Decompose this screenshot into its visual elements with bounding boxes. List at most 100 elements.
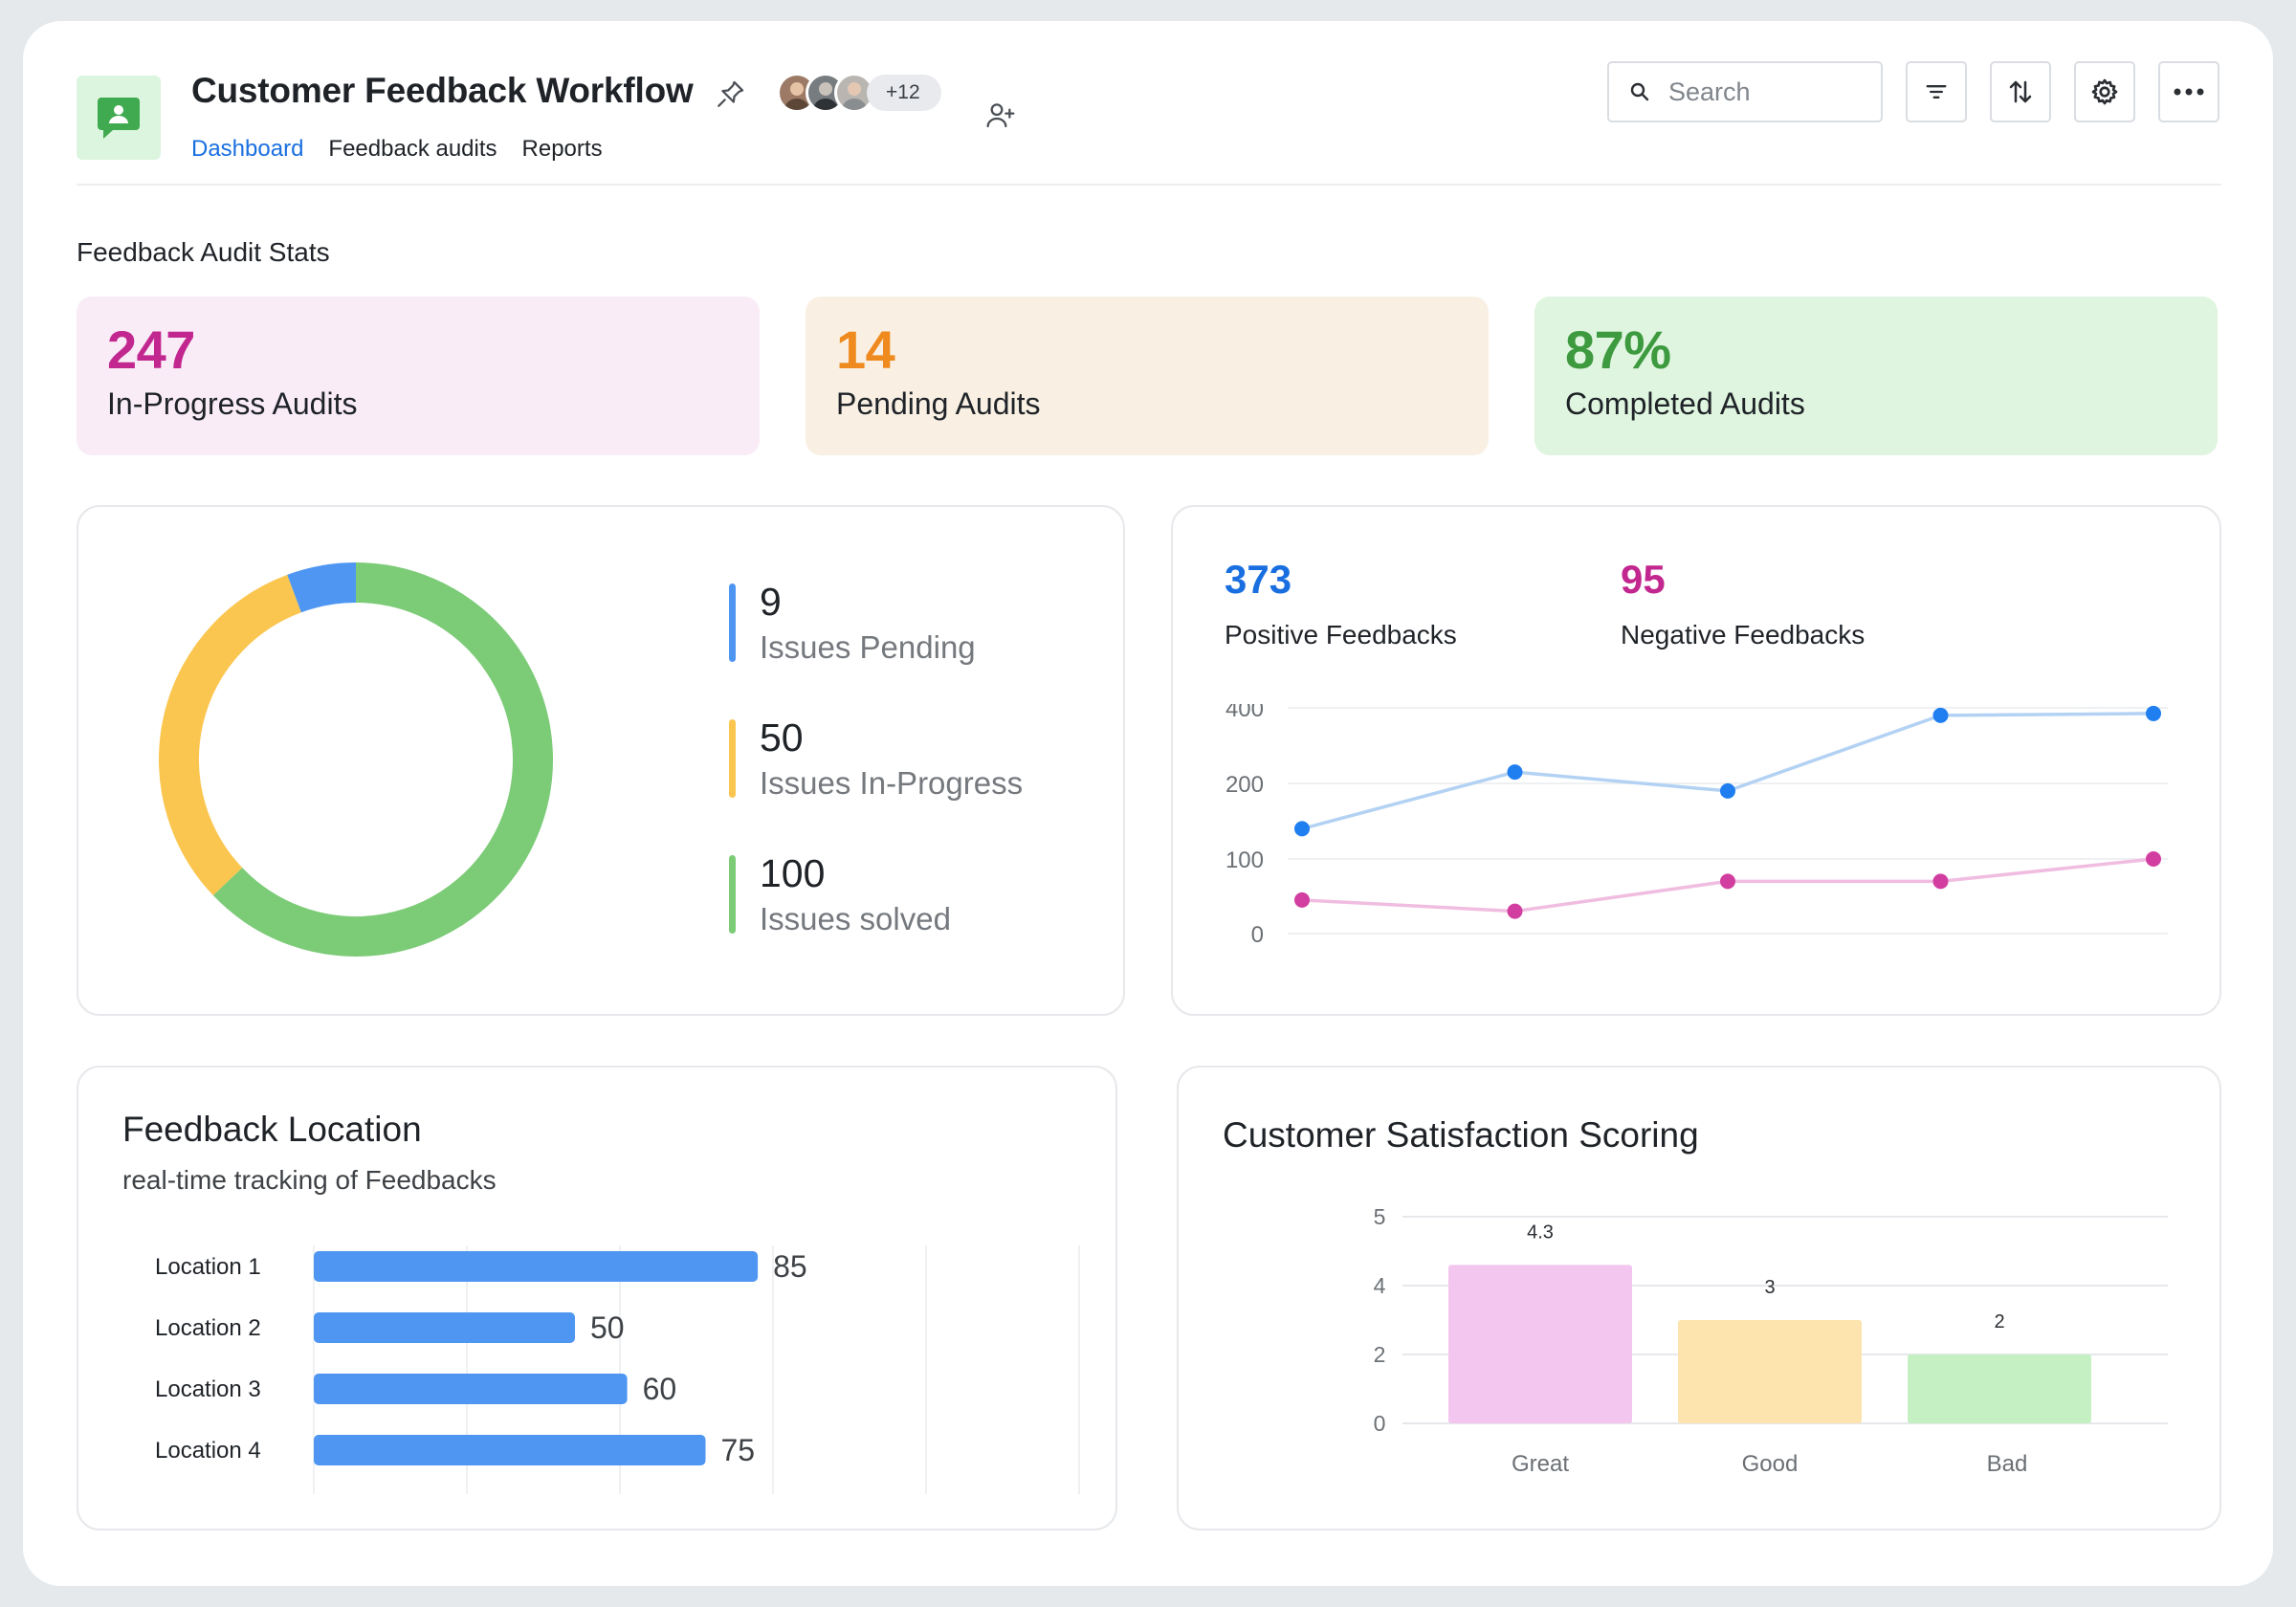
sort-icon [2009, 80, 2032, 103]
data-point [1932, 873, 1949, 890]
issues-panel: 9 Issues Pending 50 Issues In-Progress 1… [77, 505, 1125, 1016]
data-point [1932, 707, 1949, 723]
data-point [1507, 764, 1523, 781]
data-label: 3 [1764, 1277, 1775, 1298]
series-line [1301, 712, 2154, 831]
data-label: 4.3 [1527, 1222, 1554, 1243]
collaborator-avatars[interactable]: +12 [777, 73, 941, 113]
location-bar-chart: Location 1 85 Location 2 50 Location 3 60 Loca… [155, 1245, 1080, 1494]
data-point [1294, 892, 1310, 908]
data-point [2146, 851, 2161, 867]
bar [1678, 1320, 1862, 1423]
location-subtitle: real-time tracking of Feedbacks [122, 1165, 497, 1195]
stat-card-in-progress: 247 In-Progress Audits [77, 297, 760, 455]
bar [314, 1435, 706, 1465]
data-point [1720, 782, 1735, 799]
y-tick-label: 400 [1225, 704, 1264, 722]
data-label: 75 [721, 1433, 756, 1467]
category-label: Location 1 [155, 1254, 261, 1280]
stat-card-completed: 87% Completed Audits [1534, 297, 2218, 455]
section-title-stats: Feedback Audit Stats [77, 237, 330, 267]
donut-slice [287, 562, 357, 613]
location-title: Feedback Location [122, 1110, 422, 1149]
pin-icon[interactable] [710, 73, 752, 115]
feedback-line-chart: 0 100 200 400 [1225, 704, 2168, 948]
data-point [1294, 821, 1310, 837]
bar [1908, 1354, 2091, 1423]
bar [314, 1312, 575, 1343]
more-button[interactable] [2158, 61, 2219, 122]
x-tick-label: Bad [1987, 1451, 2028, 1477]
negative-feedback-value: 95 [1621, 557, 1666, 602]
stat-value: 14 [836, 319, 895, 380]
legend-label: Issues In-Progress [760, 765, 1024, 801]
y-tick-label: 100 [1225, 848, 1264, 873]
legend-label: Issues Pending [760, 629, 976, 665]
bar [1448, 1265, 1632, 1423]
category-label: Location 4 [155, 1438, 261, 1464]
legend-label: Issues solved [760, 901, 951, 936]
y-tick-label: 0 [1374, 1411, 1386, 1436]
search-box[interactable] [1607, 61, 1883, 122]
y-tick-label: 2 [1374, 1342, 1386, 1367]
legend-value: 50 [760, 715, 804, 759]
category-label: Location 3 [155, 1376, 261, 1402]
y-tick-label: 5 [1374, 1204, 1386, 1229]
data-label: 2 [1994, 1311, 2004, 1332]
legend-value: 9 [760, 580, 782, 624]
search-input[interactable] [1668, 77, 1860, 107]
data-point [1507, 903, 1523, 919]
stat-value: 247 [107, 319, 195, 380]
x-tick-label: Great [1512, 1451, 1569, 1477]
negative-feedback-label: Negative Feedbacks [1621, 620, 1866, 649]
positive-feedback-value: 373 [1225, 557, 1292, 602]
tab-feedback-audits[interactable]: Feedback audits [328, 136, 497, 162]
satisfaction-title: Customer Satisfaction Scoring [1223, 1115, 1699, 1155]
filter-button[interactable] [1906, 61, 1967, 122]
data-label: 85 [773, 1249, 807, 1284]
legend-color-bar [729, 719, 736, 798]
y-tick-label: 4 [1374, 1273, 1386, 1298]
legend-color-bar [729, 583, 736, 662]
page-title: Customer Feedback Workflow [191, 71, 694, 110]
x-tick-label: Good [1742, 1451, 1799, 1477]
donut-slice [159, 574, 302, 896]
avatar[interactable] [834, 73, 874, 113]
satisfaction-panel: Customer Satisfaction Scoring 0 2 4 5 4.3 Gre… [1177, 1066, 2221, 1530]
sort-button[interactable] [1990, 61, 2051, 122]
issues-donut-chart [159, 562, 553, 957]
search-icon [1630, 82, 1649, 101]
data-point [1720, 873, 1735, 890]
add-user-icon[interactable] [980, 94, 1022, 136]
tab-dashboard[interactable]: Dashboard [191, 136, 304, 162]
gear-icon [2091, 78, 2118, 105]
feedbacks-panel: 373 Positive Feedbacks 95 Negative Feedb… [1171, 505, 2221, 1016]
tab-bar: Dashboard Feedback audits Reports [191, 136, 603, 163]
donut-slice [212, 562, 553, 957]
filter-icon [1926, 85, 1947, 99]
satisfaction-bar-chart: 0 2 4 5 4.3 Great 3 Good 2 Bad [1374, 1204, 2168, 1477]
bar [314, 1374, 628, 1404]
header-divider [77, 184, 2221, 186]
y-tick-label: 200 [1225, 772, 1264, 798]
data-label: 60 [643, 1372, 677, 1406]
stat-value: 87% [1565, 319, 1671, 380]
tab-reports[interactable]: Reports [521, 136, 603, 162]
data-label: 50 [590, 1310, 625, 1345]
stat-label: Completed Audits [1565, 386, 1805, 421]
settings-button[interactable] [2074, 61, 2135, 122]
legend-color-bar [729, 855, 736, 934]
bar [314, 1251, 759, 1282]
more-dots-icon [2174, 88, 2204, 96]
stat-label: In-Progress Audits [107, 386, 358, 421]
y-tick-label: 0 [1251, 922, 1264, 948]
location-panel: Feedback Location real-time tracking of … [77, 1066, 1117, 1530]
more-avatars-badge[interactable]: +12 [867, 75, 941, 111]
data-point [2146, 705, 2161, 721]
category-label: Location 2 [155, 1315, 261, 1341]
legend-value: 100 [760, 851, 826, 895]
app-window: Customer Feedback Workflow +12 Dashboard… [23, 21, 2273, 1586]
chat-user-icon [77, 76, 161, 160]
stat-label: Pending Audits [836, 386, 1041, 421]
stat-card-pending: 14 Pending Audits [806, 297, 1489, 455]
